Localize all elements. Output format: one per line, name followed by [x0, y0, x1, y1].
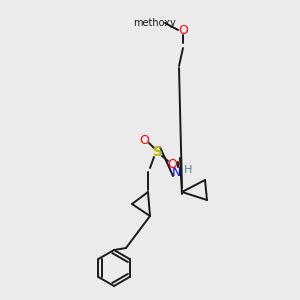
Text: H: H — [184, 165, 192, 175]
Text: O: O — [139, 134, 149, 146]
Text: O: O — [167, 158, 177, 170]
Text: S: S — [153, 145, 163, 159]
Text: methoxy: methoxy — [134, 18, 176, 28]
Text: O: O — [178, 23, 188, 37]
Text: N: N — [171, 166, 181, 178]
